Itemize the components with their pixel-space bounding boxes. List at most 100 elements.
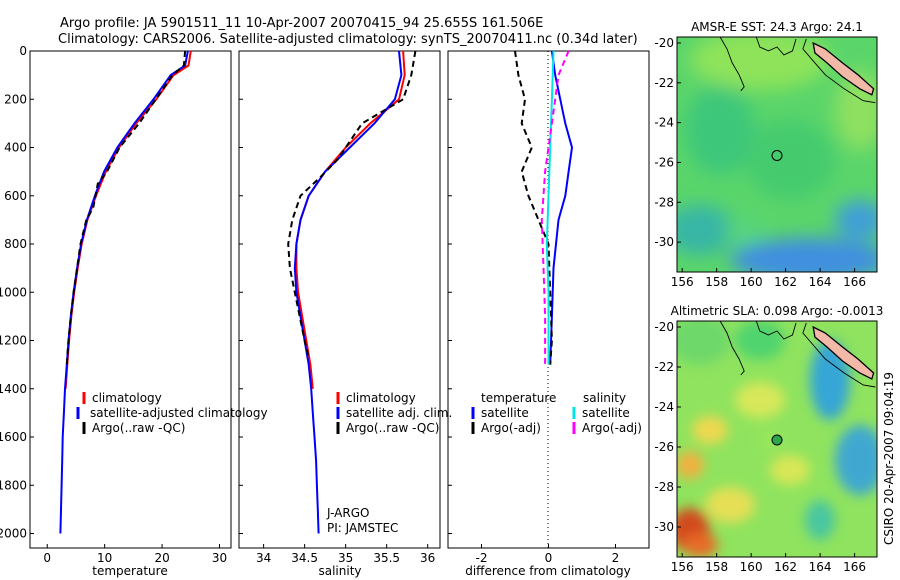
y-tick-label: 1800 [0,478,27,492]
series-line-blue-0 [549,50,574,365]
map-x-tick-label: 164 [809,560,832,574]
temperature-series [59,50,192,534]
sla-map: Altimetric SLA: 0.098 Argo: -0.0013 156 1… [654,304,884,574]
sst-map-axes [676,36,878,273]
map-x-tick-label: 162 [774,275,797,289]
sst-coastline [719,36,876,104]
map-x-tick-label: 164 [809,275,832,289]
map-y-tick-label: -26 [654,155,674,169]
map-y-tick-label: -20 [654,36,674,50]
sla-map-title: Altimetric SLA: 0.098 Argo: -0.0013 [671,304,884,318]
map-y-tick-label: -22 [654,76,674,90]
series-line-blue-1 [293,50,403,534]
y-tick-label: 1600 [0,430,27,444]
csiro-timestamp: CSIRO 20-Apr-2007 09:04:19 [882,372,896,545]
sla-argo-location [771,434,783,446]
map-x-tick-label: 160 [740,560,763,574]
x-tick-label: 0 [43,551,51,565]
series-line-red-0 [295,50,406,389]
map-x-tick-label: 160 [740,275,763,289]
map-y-tick-label: -28 [654,195,674,209]
series-line-cyan-2 [545,50,555,365]
y-tick-label: 1200 [0,334,27,348]
temperature-panel: 0 10 20 30 0 200 400 600 800 1000 1200 1400 1600 1800… [0,44,268,578]
map-y-tick-label: -24 [654,400,674,414]
depth-contour-1 [755,36,797,56]
x-tick-label: 0 [545,551,553,565]
temperature-axes [29,50,232,549]
legend-temp-satellite: satellite [481,406,529,420]
map-y-tick-label: -28 [654,480,674,494]
map-x-tick-label: 156 [671,560,694,574]
x-tick-label: 36 [420,551,435,565]
difference-xlabel: difference from climatology [465,564,631,578]
y-tick-label: 2000 [0,527,27,541]
salinity-panel: 34 34.5 35 35.5 36 salinity climatology sate… [238,50,452,578]
y-tick-label: 800 [4,237,27,251]
legend-sal-argo: Argo(-adj) [582,421,642,435]
sst-argo-location [771,149,783,161]
y-tick-label: 1000 [0,285,27,299]
salinity-axes [238,50,441,549]
depth-contour-0 [719,36,745,92]
x-tick-label: 2 [612,551,620,565]
new-caledonia-landmass [812,325,875,380]
legend-satellite-adjusted: satellite-adjusted climatology [90,406,268,420]
y-tick-label: 0 [19,44,27,58]
title-line2: Climatology: CARS2006. Satellite-adjuste… [58,32,638,47]
legend-climatology: climatology [92,391,162,405]
difference-panel: -2 0 2 difference from climatology tempera… [447,50,650,578]
x-tick-label: 34 [256,551,271,565]
x-tick-label: 30 [212,551,227,565]
difference-ticks: -2 0 2 [448,50,620,565]
map-y-tick-label: -30 [654,235,674,249]
sla-coastline [719,320,876,388]
depth-contour-2 [802,38,876,104]
sst-field [677,37,877,272]
x-tick-label: 35.5 [373,551,400,565]
sla-map-axes [676,320,878,558]
difference-legend: temperature salinity satellite Argo(-adj… [471,391,642,435]
salinity-legend: climatology satellite adj. clim. Argo(..… [336,391,452,435]
series-line-magenta-3 [540,50,570,365]
map-y-tick-label: -24 [654,116,674,130]
legend-argo: Argo(..raw -QC) [92,421,185,435]
map-x-tick-label: 166 [843,275,866,289]
series-line-black-2 [287,50,417,358]
salinity-series [287,50,417,534]
salinity-ticks: 34 34.5 35 35.5 36 [239,50,435,565]
y-tick-label: 400 [4,141,27,155]
y-tick-label: 200 [4,92,27,106]
depth-contour-2 [802,322,876,388]
legend-salinity-header: salinity [583,391,626,405]
sla-map-ticks: 156 158 160 162 164 166 -20 -22 -24 -26 -28 -30 [654,320,866,574]
series-line-black-1 [514,50,553,365]
depth-contour-0 [719,320,745,376]
y-tick-label: 600 [4,189,27,203]
sst-map: AMSR-E SST: 24.3 Argo: 24.1 156 158 160 162… [654,20,878,289]
temperature-legend: climatology satellite-adjusted climatolo… [76,391,268,435]
legend-climatology: climatology [346,391,416,405]
annotation-jargo: J-ARGO [326,506,369,520]
annotation-pi: PI: JAMSTEC [327,521,398,535]
map-x-tick-label: 156 [671,275,694,289]
series-line-red-0 [64,50,192,389]
map-y-tick-label: -22 [654,360,674,374]
temperature-xlabel: temperature [92,564,167,578]
legend-satellite-adj: satellite adj. clim. [346,406,452,420]
series-line-blue-1 [59,50,189,534]
map-x-tick-label: 158 [705,560,728,574]
map-y-tick-label: -26 [654,440,674,454]
x-tick-label: -2 [476,551,488,565]
sst-map-title: AMSR-E SST: 24.3 Argo: 24.1 [691,20,863,34]
x-tick-label: 20 [154,551,169,565]
legend-argo: Argo(..raw -QC) [346,421,439,435]
map-y-tick-label: -20 [654,320,674,334]
map-x-tick-label: 166 [843,560,866,574]
map-x-tick-label: 162 [774,560,797,574]
x-tick-label: 10 [97,551,112,565]
map-x-tick-label: 158 [705,275,728,289]
legend-temperature-header: temperature [481,391,556,405]
legend-sal-satellite: satellite [582,406,630,420]
